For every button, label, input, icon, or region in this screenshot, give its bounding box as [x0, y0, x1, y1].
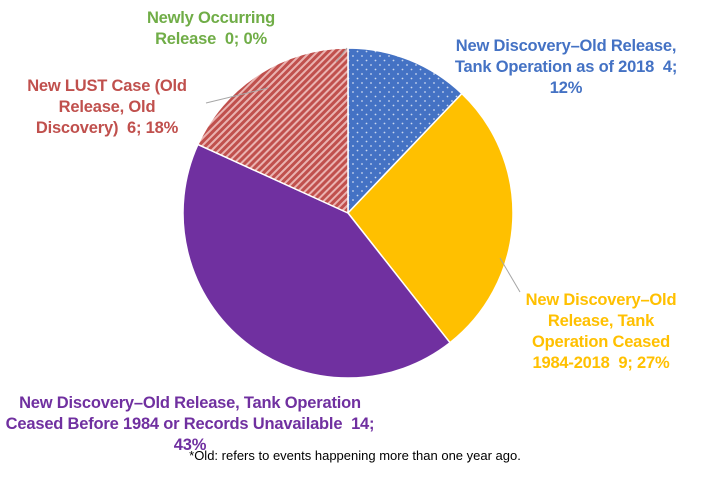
- leader-line: [499, 257, 521, 293]
- slice-name: New Discovery–Old Release, Tank Operatio…: [5, 394, 361, 433]
- slice-name: New Discovery–Old Release, Tank Operatio…: [454, 37, 677, 76]
- slice-value-label: 14; 43%: [173, 415, 375, 454]
- leader-line: [335, 47, 348, 63]
- slice-label: Newly Occurring Release 0; 0%: [141, 8, 281, 50]
- slice-name: New LUST Case (Old Release, Old Discover…: [27, 77, 187, 137]
- slice-name: Newly Occurring Release: [146, 9, 276, 48]
- slice-label: New LUST Case (Old Release, Old Discover…: [7, 76, 207, 139]
- slice-value-label: 6; 18%: [127, 119, 179, 137]
- slice-value-label: 4; 12%: [549, 58, 678, 97]
- pie-slice: [347, 47, 463, 215]
- pie-slice: [182, 143, 452, 379]
- slice-value-label: 9; 27%: [618, 354, 670, 372]
- leader-line: [205, 87, 269, 104]
- pie-slice: [196, 47, 349, 215]
- slice-value-label: 0; 0%: [224, 30, 267, 48]
- slice-label: New Discovery–Old Release, Tank Operatio…: [441, 36, 691, 99]
- pie-slice: [347, 92, 514, 344]
- slice-name: New Discovery–Old Release, Tank Operatio…: [525, 291, 677, 372]
- footnote: *Old: refers to events happening more th…: [189, 448, 521, 463]
- slice-label: New Discovery–Old Release, Tank Operatio…: [5, 393, 375, 456]
- slice-label: New Discovery–Old Release, Tank Operatio…: [516, 290, 686, 374]
